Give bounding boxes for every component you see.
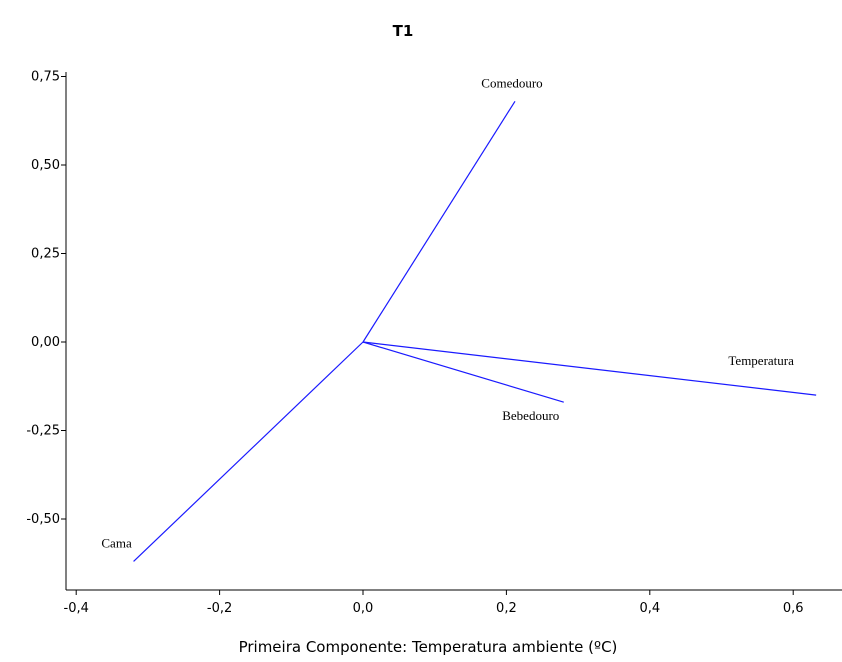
y-tick-label: 0,00 [31,335,60,350]
y-tick-label: -0,25 [26,424,60,439]
series-line-temperatura [362,341,817,396]
y-tick-label: 0,25 [31,247,60,262]
series-line-comedouro [362,100,516,343]
series-label-comedouro: Comedouro [481,75,542,90]
x-axis-title: Primeira Componente: Temperatura ambient… [239,638,618,656]
series-line-cama [133,341,364,562]
axes: -0,50 -0,25 0,00 0,25 0,50 0,75 -0,4 -0,2 0,0 0,2… [26,70,842,616]
x-tick-label: 0,2 [496,601,517,616]
x-tick-label: 0,6 [783,601,804,616]
y-tick-label: 0,50 [31,158,60,173]
x-tick-label: 0,4 [639,601,660,616]
y-tick-label: -0,50 [26,512,60,527]
series-label-temperatura: Temperatura [728,353,794,368]
series-line-bebedouro [362,341,564,403]
x-tick-label: 0,0 [353,601,374,616]
chart-title: T1 [393,22,414,40]
series-label-cama: Cama [101,535,132,550]
y-tick-label: 0,75 [31,70,60,85]
vector-labels: Comedouro Temperatura Bebedouro Cama [101,75,794,550]
x-tick-label: -0,2 [207,601,232,616]
series-layer [133,100,817,562]
series-label-bebedouro: Bebedouro [502,408,559,423]
x-tick-label: -0,4 [64,601,89,616]
